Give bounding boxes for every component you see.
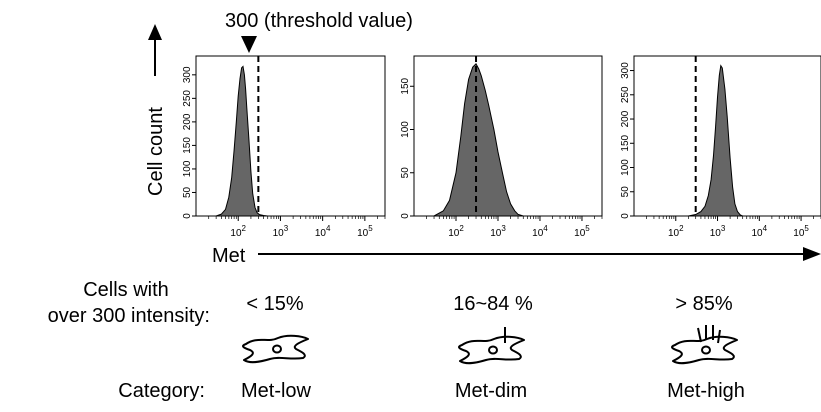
y-tick-label: 50 [182,186,193,198]
plot-frame-dim [413,55,603,217]
y-tick-label: 200 [182,113,193,130]
histogram-panel-dim: 102 103 104 105 0 50 100 150 [400,55,603,239]
cell-illustration-low [242,334,309,364]
threshold-annotation: 300 (threshold value) [225,10,413,32]
cell-illustration-dim [458,327,525,365]
y-tick-label: 150 [182,137,193,154]
histogram-area-dim [433,62,524,217]
y-tick-label: 100 [182,160,193,177]
category-label-low: Met-low [241,380,312,402]
y-tick-label: 50 [400,167,411,179]
histogram-area-high [688,64,743,217]
x-tick-label: 104 [315,224,331,239]
y-tick-label: 0 [400,213,411,219]
category-label-high: Met-high [667,380,745,402]
y-axis-arrowhead [148,24,162,40]
y-tick-label: 300 [182,66,193,83]
percent-label-dim: 16~84 % [453,293,533,315]
histogram-panel-high: 102 103 104 105 0 50 100 150 200 250 300 [620,55,821,239]
y-tick-label: 300 [620,62,631,79]
threshold-arrowhead [241,36,257,53]
x-tick-label: 105 [793,224,809,239]
x-axis-label: Met [212,245,246,267]
x-tick-label: 105 [357,224,373,239]
x-tick-label: 103 [273,224,289,239]
plot-frame-low [195,55,386,217]
y-tick-label: 150 [620,134,631,151]
category-label-dim: Met-dim [455,380,527,402]
percent-label-high: > 85% [675,293,732,315]
x-tick-label: 104 [752,224,768,239]
percent-label-low: < 15% [246,293,303,315]
y-tick-label: 100 [400,121,411,138]
x-tick-label: 103 [490,224,506,239]
y-tick-label: 100 [620,159,631,176]
y-tick-label: 150 [400,77,411,94]
y-tick-label: 250 [620,86,631,103]
x-tick-label: 102 [668,224,684,239]
y-tick-label: 200 [620,110,631,127]
category-heading: Category: [118,380,205,402]
percent-heading-line2: over 300 intensity: [48,305,210,327]
histogram-area-low [215,65,268,217]
x-tick-label: 102 [448,224,464,239]
y-tick-label: 0 [182,213,193,219]
plot-frame-high [633,55,821,217]
x-tick-label: 102 [230,224,246,239]
y-tick-label: 250 [182,90,193,107]
x-tick-label: 104 [532,224,548,239]
y-axis-label: Cell count [145,107,167,196]
cell-illustration-high [671,325,738,365]
x-tick-label: 105 [574,224,590,239]
histogram-panel-low: 102 103 104 105 0 50 100 150 200 250 300 [182,55,386,239]
x-tick-label: 103 [710,224,726,239]
x-axis-arrowhead [803,247,821,261]
percent-heading-line1: Cells with [83,279,169,301]
y-tick-label: 0 [620,213,631,219]
y-tick-label: 50 [620,186,631,198]
